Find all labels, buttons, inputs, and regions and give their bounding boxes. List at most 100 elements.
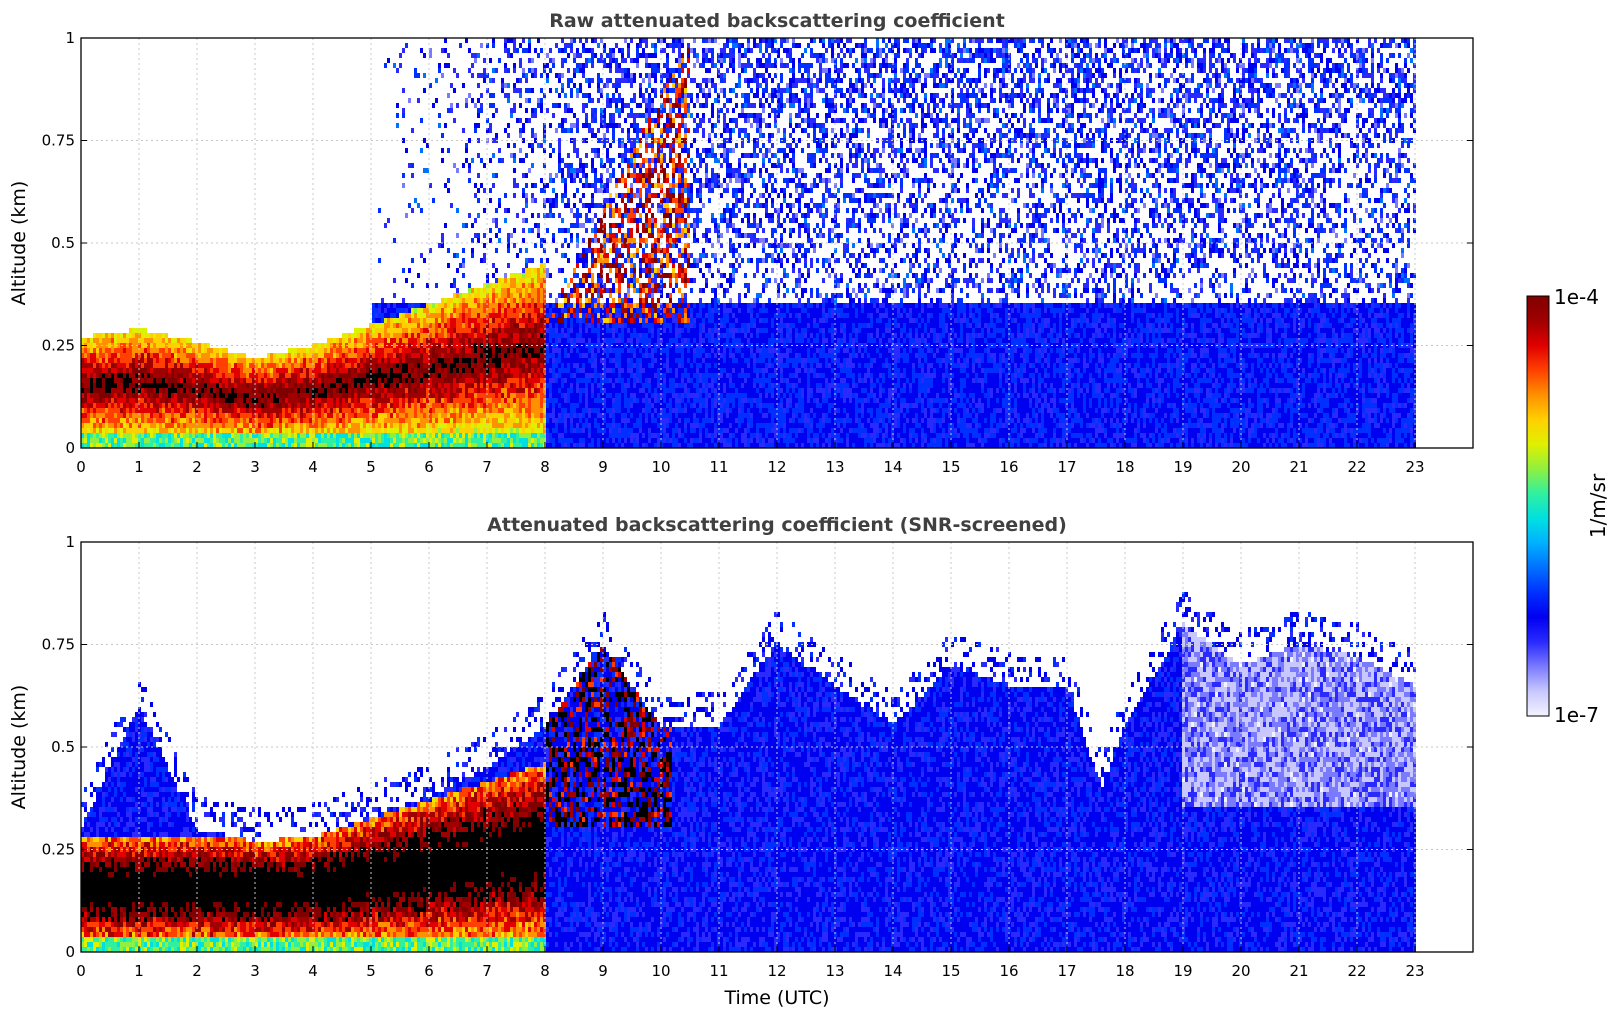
heatmap-cell — [471, 388, 474, 393]
heatmap-cell — [465, 413, 468, 418]
heatmap-cell — [420, 423, 423, 428]
heatmap-cell — [528, 303, 531, 308]
heatmap-cell — [396, 398, 399, 403]
heatmap-cell — [258, 363, 261, 368]
heatmap-cell — [558, 93, 561, 98]
heatmap-cell — [522, 373, 525, 378]
heatmap-cell — [339, 438, 342, 443]
heatmap-cell — [189, 378, 192, 383]
heatmap-cell — [255, 398, 258, 403]
heatmap-cell — [171, 443, 174, 448]
heatmap-cell — [339, 383, 342, 388]
heatmap-cell — [306, 413, 309, 418]
heatmap-cell — [204, 403, 207, 408]
heatmap-cell — [432, 103, 435, 108]
heatmap-cell — [513, 428, 516, 433]
heatmap-cell — [399, 398, 402, 403]
heatmap-cell — [411, 388, 414, 393]
heatmap-cell — [561, 73, 564, 78]
heatmap-cell — [126, 378, 129, 383]
heatmap-cell — [546, 423, 549, 428]
heatmap-cell — [414, 373, 417, 378]
heatmap-cell — [222, 418, 225, 423]
heatmap-cell — [492, 293, 495, 298]
heatmap-cell — [108, 383, 111, 388]
heatmap-cell — [438, 308, 441, 313]
heatmap-cell — [195, 388, 198, 393]
heatmap-cell — [102, 428, 105, 433]
heatmap-cell — [174, 388, 177, 393]
heatmap-cell — [300, 373, 303, 378]
heatmap-cell — [501, 293, 504, 298]
heatmap-cell — [84, 423, 87, 428]
heatmap-cell — [87, 358, 90, 363]
heatmap-cell — [492, 183, 495, 188]
heatmap-cell — [495, 338, 498, 343]
heatmap-cell — [276, 358, 279, 363]
heatmap-cell — [567, 83, 570, 88]
heatmap-cell — [552, 238, 555, 243]
heatmap-cell — [387, 418, 390, 423]
heatmap-cell — [570, 383, 573, 388]
heatmap-cell — [504, 293, 507, 298]
heatmap-cell — [186, 378, 189, 383]
heatmap-cell — [537, 268, 540, 273]
heatmap-cell — [507, 68, 510, 73]
heatmap-cell — [321, 368, 324, 373]
heatmap-cell — [531, 298, 534, 303]
heatmap-cell — [483, 253, 486, 258]
heatmap-cell — [495, 308, 498, 313]
heatmap-cell — [285, 378, 288, 383]
heatmap-cell — [429, 303, 432, 308]
heatmap-cell — [336, 418, 339, 423]
heatmap-cell — [249, 363, 252, 368]
heatmap-cell — [579, 298, 582, 303]
heatmap-cell — [369, 408, 372, 413]
heatmap-cell — [108, 428, 111, 433]
heatmap-cell — [453, 333, 456, 338]
heatmap-cell — [114, 363, 117, 368]
heatmap-cell — [129, 413, 132, 418]
heatmap-cell — [531, 73, 534, 78]
heatmap-cell — [375, 318, 378, 323]
heatmap-cell — [192, 393, 195, 398]
heatmap-cell — [360, 393, 363, 398]
heatmap-cell — [477, 153, 480, 158]
heatmap-cell — [405, 418, 408, 423]
heatmap-cell — [204, 363, 207, 368]
heatmap-cell — [423, 348, 426, 353]
heatmap-cell — [399, 313, 402, 318]
heatmap-cell — [282, 433, 285, 438]
heatmap-cell — [351, 443, 354, 448]
heatmap-cell — [306, 358, 309, 363]
heatmap-cell — [93, 338, 96, 343]
heatmap-cell — [519, 353, 522, 358]
heatmap-cell — [420, 428, 423, 433]
heatmap-cell — [420, 48, 423, 53]
heatmap-cell — [471, 443, 474, 448]
heatmap-cell — [582, 408, 585, 413]
heatmap-cell — [219, 368, 222, 373]
heatmap-cell — [573, 273, 576, 278]
heatmap-cell — [522, 398, 525, 403]
heatmap-cell — [342, 338, 345, 343]
heatmap-cell — [126, 428, 129, 433]
heatmap-cell — [288, 398, 291, 403]
heatmap-cell — [531, 333, 534, 338]
heatmap-cell — [111, 363, 114, 368]
heatmap-cell — [288, 368, 291, 373]
heatmap-cell — [327, 418, 330, 423]
heatmap-cell — [327, 363, 330, 368]
heatmap-cell — [513, 283, 516, 288]
heatmap-cell — [528, 98, 531, 103]
heatmap-cell — [342, 418, 345, 423]
heatmap-cell — [396, 68, 399, 73]
heatmap-cell — [222, 403, 225, 408]
heatmap-cell — [345, 398, 348, 403]
heatmap-cell — [579, 378, 582, 383]
heatmap-cell — [147, 368, 150, 373]
heatmap-cell — [462, 408, 465, 413]
heatmap-cell — [372, 323, 375, 328]
heatmap-cell — [477, 333, 480, 338]
heatmap-cell — [570, 48, 573, 53]
